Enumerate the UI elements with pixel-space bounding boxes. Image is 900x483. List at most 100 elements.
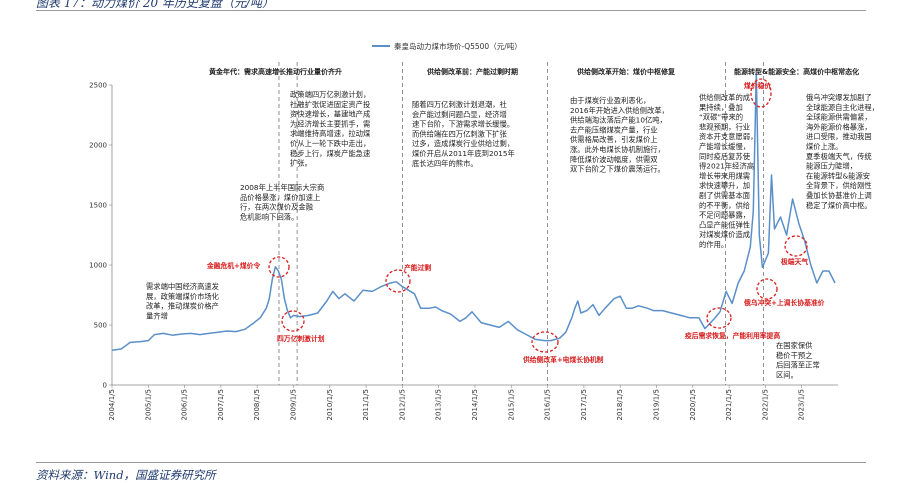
annotation-line: 2016年开始进入供给侧改革， — [570, 106, 669, 115]
x-tick-label: 2009/1/5 — [290, 389, 298, 420]
annotation-line: 叠加长协基准价上调 — [806, 191, 872, 200]
annotation-line: 凸显产能低弹性 — [699, 220, 750, 229]
annotation-line: 煤价上涨。 — [806, 142, 842, 151]
annotation-line: 稳步上行，煤炭产能急速 — [290, 149, 371, 158]
annotation-line: 夏季极端天气，传统 — [806, 152, 872, 161]
phase-dividers — [278, 62, 764, 385]
annotation-line: 行，在两次煤价及金融 — [240, 203, 314, 212]
annotation-line: 俄乌冲突爆发加剧了 — [806, 93, 872, 102]
x-tick-label: 2016/1/5 — [544, 389, 552, 420]
event-label: 煤价稳价 — [744, 81, 771, 90]
annotation-line: 需求端中国经济高速发 — [146, 282, 220, 291]
annotation-line: 品价格暴涨，煤价加速上 — [240, 193, 320, 202]
event-circle — [750, 78, 772, 108]
annotation-line: 扩张。 — [290, 159, 312, 168]
x-tick-label: 2018/1/5 — [616, 389, 624, 420]
annotation-line: 同时疫后复苏使 — [699, 152, 751, 161]
annotation-line: 得2021年经济高 — [699, 162, 754, 171]
x-tick-label: 2023/1/5 — [798, 389, 806, 420]
annotation-line: 过多，造成煤炭行业供给过剩， — [412, 139, 514, 148]
x-tick-label: 2010/1/5 — [326, 389, 334, 420]
x-tick-label: 2004/1/5 — [108, 389, 116, 420]
annotation-line: 涨。此外电煤长协机制施行， — [570, 145, 665, 154]
annotation-line: 由于煤炭行业盈利恶化， — [570, 96, 650, 105]
x-tick-label: 2020/1/5 — [689, 389, 697, 420]
annotation-line: 增长带来用煤需 — [699, 171, 750, 180]
annotation-line: 为经济增长主要抓手，需 — [290, 119, 370, 128]
annotation-line: 能源压力陡增， — [806, 162, 857, 171]
series-line — [111, 72, 836, 351]
figure-title: 图表 17：动力煤价 20 年历史复盘（元/吨） — [36, 0, 275, 10]
annotation-line: 全背景下，供给刚性 — [806, 181, 872, 190]
event-circle — [385, 269, 411, 293]
annotation-line: 区间。 — [776, 370, 798, 379]
annotation-line: 在国家保供 — [776, 341, 812, 350]
annotation-line: 改革，推动煤炭价格产 — [146, 302, 219, 311]
legend-label: 秦皇岛动力煤市场价-Q5500（元/吨） — [394, 41, 522, 51]
annotation-line: 悲观预期，行业 — [699, 122, 750, 131]
axes: 0 500 1000 1500 2000 2500 2004/1/5 2005/1/5 2006… — [89, 41, 838, 420]
annotation-line: 社融扩张促进固定资产投 — [290, 100, 370, 109]
annotation-line: 剧了供需基本面 — [699, 191, 750, 200]
annotation-line: 去产能压缩煤炭产量，行业 — [570, 125, 658, 134]
y-tick-label: 1500 — [89, 202, 107, 210]
x-tick-label: 2013/1/5 — [435, 389, 443, 420]
event-circle — [784, 235, 808, 257]
annotation-line: 后回落至正常 — [776, 361, 820, 370]
event-circle — [756, 278, 778, 300]
annotation-line: 供需格局改善，引发煤价上 — [570, 135, 658, 144]
event-circles — [268, 78, 808, 353]
annotation-line: 展，政策端煤价市场化 — [146, 292, 220, 301]
x-tick-label: 2005/1/5 — [144, 389, 152, 420]
event-circle — [268, 256, 290, 278]
series-layer — [111, 72, 836, 351]
annotation-line: “双碳”带来的 — [699, 113, 743, 122]
annotation-line: 的不平衡，供给 — [699, 201, 750, 210]
source-note: 资料来源：Wind，国盛证券研究所 — [36, 468, 216, 482]
annotation-line: 而供给端在四万亿刺激下扩张 — [412, 129, 508, 138]
event-label: 疫后需求恢复，产能利用率提高 — [685, 331, 780, 340]
x-tick-label: 2022/1/5 — [761, 389, 769, 420]
x-tick-label: 2008/1/5 — [253, 389, 261, 420]
annotation-line: 稳价干预之 — [776, 351, 813, 360]
x-tick-label: 2021/1/5 — [725, 389, 733, 420]
annotation-line: 价从上一轮下跌中走出， — [290, 139, 370, 148]
x-tick-label: 2012/1/5 — [398, 389, 406, 420]
annotation-line: 底长达四年的熊市。 — [412, 159, 478, 168]
x-tick-label: 2019/1/5 — [653, 389, 661, 420]
annotation-line: 危机影响下回落。 — [240, 212, 298, 221]
annotation-line: 求快速攀升，加 — [699, 181, 750, 190]
annotation-line: 2008年上半年国际大宗商 — [240, 183, 324, 192]
event-label: 俄乌冲突+上调长协基准价 — [743, 298, 825, 307]
event-label: 供给侧改革+电煤长协机制 — [522, 355, 604, 364]
event-circle — [706, 307, 732, 329]
annotation-line: 双下台阶之下煤价震荡运行。 — [570, 165, 665, 174]
phase-header: 能源转型&能源安全：高煤价中枢常态化 — [734, 67, 859, 76]
y-tick-label: 500 — [94, 322, 107, 330]
annotation-line: 量齐增 — [146, 311, 168, 320]
event-label: 四万亿刺激计划 — [277, 334, 325, 343]
annotation-line: 速下台阶，下游需求增长缓慢。 — [412, 120, 514, 129]
x-tick-label: 2011/1/5 — [362, 389, 370, 420]
y-tick-label: 2000 — [89, 142, 107, 150]
annotation-line: 全球能源自主化进程， — [806, 103, 879, 112]
phase-header: 供给侧改革开始：煤价中枢修复 — [576, 67, 676, 76]
annotation-line: 在能源转型&能源安 — [806, 171, 870, 180]
event-label: 极端天气 — [781, 257, 808, 266]
annotation-line: 全球能源供需偏紧， — [806, 113, 872, 122]
annotation-line: 的作用。 — [699, 240, 728, 249]
annotation-line: 政策端四万亿刺激计划， — [290, 90, 370, 99]
text-layer: 黄金年代：需求高速增长推动行业量价齐升 供给侧改革前：产能过剩时期 供给侧改革开始：… — [146, 67, 879, 379]
y-tick-label: 1000 — [89, 262, 107, 270]
y-tick-label: 0 — [103, 382, 107, 390]
price-history-chart: 0 500 1000 1500 2000 2500 2004/1/5 2005/1/5 2006… — [89, 41, 879, 420]
x-tick-label: 2006/1/5 — [181, 389, 189, 420]
x-tick-label: 2017/1/5 — [580, 389, 588, 420]
annotation-line: 会产能过剩问题凸显，经济增 — [412, 110, 507, 119]
annotation-line: 煤价开启从2011年底到2015年 — [412, 149, 515, 158]
event-circle — [281, 310, 305, 332]
annotation-line: 资快速增长，基建地产成 — [290, 110, 370, 119]
annotation-line: 供给侧改革的成 — [699, 93, 750, 102]
x-tick-label: 2007/1/5 — [217, 389, 225, 420]
annotation-line: 对煤炭煤价造成 — [699, 230, 750, 239]
